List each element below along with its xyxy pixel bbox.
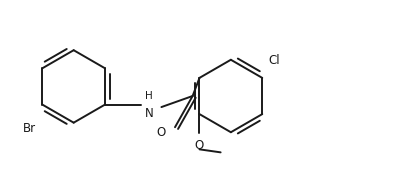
Text: O: O — [156, 126, 166, 139]
Text: Br: Br — [23, 122, 36, 135]
Text: Cl: Cl — [268, 54, 280, 67]
Text: N: N — [145, 107, 154, 120]
Text: O: O — [195, 139, 204, 152]
Text: H: H — [145, 91, 153, 101]
